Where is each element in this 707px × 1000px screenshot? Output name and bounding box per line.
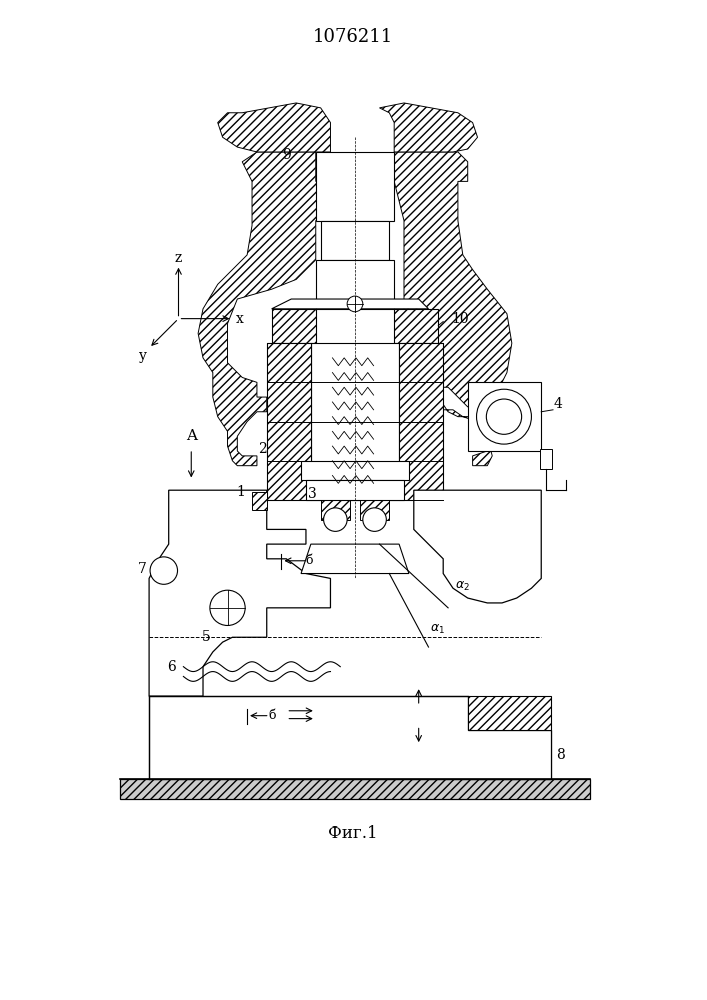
Bar <box>321 221 390 260</box>
Bar <box>311 343 399 500</box>
Text: A: A <box>186 429 197 443</box>
Polygon shape <box>149 696 551 779</box>
Text: 2: 2 <box>258 442 267 456</box>
Polygon shape <box>395 152 512 466</box>
Bar <box>321 500 350 520</box>
Circle shape <box>150 557 177 584</box>
Text: 1076211: 1076211 <box>313 28 393 46</box>
Polygon shape <box>149 490 330 696</box>
Text: z: z <box>175 251 182 265</box>
Bar <box>301 461 409 480</box>
Circle shape <box>347 296 363 312</box>
Bar <box>540 449 552 469</box>
Text: 10: 10 <box>451 312 469 326</box>
Circle shape <box>363 508 386 531</box>
Text: б: б <box>305 554 312 567</box>
Text: б: б <box>268 709 276 722</box>
Circle shape <box>477 389 532 444</box>
Bar <box>271 309 316 343</box>
Bar <box>316 260 395 309</box>
Bar <box>395 309 438 343</box>
Text: Фиг.1: Фиг.1 <box>328 825 378 842</box>
Polygon shape <box>414 490 542 603</box>
Polygon shape <box>218 103 330 152</box>
Bar <box>119 779 590 799</box>
Text: y: y <box>139 349 147 363</box>
Polygon shape <box>468 730 551 779</box>
Text: 5: 5 <box>202 630 211 644</box>
Polygon shape <box>252 492 267 510</box>
Bar <box>267 343 311 500</box>
Text: 8: 8 <box>556 748 565 762</box>
Text: x: x <box>235 312 243 326</box>
Text: 1: 1 <box>236 485 245 499</box>
Text: 6: 6 <box>167 660 175 674</box>
Polygon shape <box>380 103 477 152</box>
Circle shape <box>324 508 347 531</box>
Bar <box>360 500 390 520</box>
Text: $\alpha_2$: $\alpha_2$ <box>455 580 470 593</box>
Text: 7: 7 <box>139 562 147 576</box>
Circle shape <box>486 399 522 434</box>
Bar <box>316 152 395 221</box>
Polygon shape <box>271 299 428 309</box>
Bar <box>306 480 404 500</box>
Text: $\alpha_1$: $\alpha_1$ <box>431 623 445 636</box>
Polygon shape <box>468 696 551 730</box>
Text: 4: 4 <box>554 397 563 411</box>
Polygon shape <box>301 544 409 574</box>
Bar <box>468 382 542 451</box>
Text: 9: 9 <box>282 148 291 162</box>
Circle shape <box>210 590 245 625</box>
Text: 3: 3 <box>308 487 317 501</box>
Polygon shape <box>198 152 330 466</box>
Bar <box>399 343 443 500</box>
